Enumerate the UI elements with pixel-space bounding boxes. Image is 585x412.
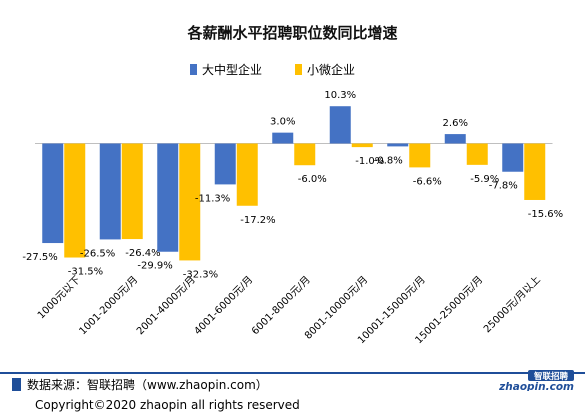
legend-label-large-enterprise: 大中型企业 xyxy=(202,63,263,77)
x-tick-label: 2001-4000元/月 xyxy=(134,274,198,338)
data-source-text: 数据来源：智联招聘（www.zhaopin.com） xyxy=(27,378,268,392)
bar-large-enterprise xyxy=(214,143,236,185)
legend-swatch-small-enterprise xyxy=(295,64,302,75)
bar-large-enterprise xyxy=(272,132,294,144)
bar-large-enterprise xyxy=(387,143,409,147)
bar-large-enterprise xyxy=(444,134,466,144)
data-label-large-enterprise: 10.3% xyxy=(324,90,356,101)
zhaopin-logo: 智联招聘 zhaopin.com xyxy=(498,370,574,391)
legend-swatch-large-enterprise xyxy=(190,64,197,75)
bar-small-enterprise xyxy=(236,143,258,206)
bar-small-enterprise xyxy=(64,143,86,258)
x-tick-label: 1000元以下 xyxy=(36,274,83,321)
data-label-small-enterprise: -5.9% xyxy=(470,174,499,185)
data-label-small-enterprise: -15.6% xyxy=(528,209,563,220)
legend-label-small-enterprise: 小微企业 xyxy=(307,63,356,77)
data-label-large-enterprise: -7.8% xyxy=(489,181,518,192)
logo-mark-text: 智联招聘 xyxy=(533,371,569,382)
bar-small-enterprise xyxy=(466,143,488,165)
data-source-note: 数据来源：智联招聘（www.zhaopin.com） xyxy=(12,376,268,393)
bar-chart-plot: -27.5% -31.5%1000元以下 -26.5% -26.4% 1001-2000… xyxy=(22,90,563,346)
x-tick-label: 8001-10000元/月 xyxy=(302,274,370,342)
data-label-small-enterprise: -6.6% xyxy=(413,176,442,187)
data-label-large-enterprise: -0.8% xyxy=(374,155,403,166)
bar-large-enterprise xyxy=(42,143,64,244)
bar-small-enterprise xyxy=(179,143,201,261)
data-label-small-enterprise: -31.5% xyxy=(68,267,103,278)
bar-small-enterprise xyxy=(524,143,546,200)
data-label-small-enterprise: -1.0% xyxy=(355,156,384,167)
bar-small-enterprise xyxy=(351,143,373,148)
bar-large-enterprise xyxy=(99,143,121,240)
footer-divider xyxy=(0,372,585,374)
copyright-text: Copyright©2020 zhaopin all rights reserv… xyxy=(35,398,300,412)
data-label-small-enterprise: -6.0% xyxy=(298,174,327,185)
data-label-large-enterprise: -29.9% xyxy=(137,261,172,272)
bar-large-enterprise xyxy=(329,106,351,144)
legend-item-large-enterprise: 大中型企业 xyxy=(190,61,262,78)
data-label-large-enterprise: -26.5% xyxy=(80,248,115,259)
data-label-small-enterprise: -26.4% xyxy=(125,248,160,259)
x-tick-label: 6001-8000元/月 xyxy=(249,274,313,338)
bar-small-enterprise xyxy=(121,143,143,240)
bar-small-enterprise xyxy=(409,143,431,168)
logo-badge xyxy=(528,370,574,381)
logo-text: zhaopin.com xyxy=(498,381,574,391)
x-tick-label: 4001-6000元/月 xyxy=(192,274,256,338)
x-tick-label: 1001-2000元/月 xyxy=(77,274,141,338)
bar-small-enterprise xyxy=(294,143,316,166)
bar-large-enterprise xyxy=(502,143,524,172)
data-label-large-enterprise: -27.5% xyxy=(22,252,57,263)
x-tick-label: 25000元/月以上 xyxy=(481,274,543,336)
data-label-large-enterprise: 2.6% xyxy=(443,118,468,129)
data-label-small-enterprise: -17.2% xyxy=(240,215,275,226)
source-marker-icon xyxy=(12,378,21,391)
bar-large-enterprise xyxy=(157,143,179,252)
chart-title: 各薪酬水平招聘职位数同比增速 xyxy=(187,24,398,42)
legend-item-small-enterprise: 小微企业 xyxy=(295,61,355,78)
data-label-large-enterprise: 3.0% xyxy=(270,117,295,128)
data-label-large-enterprise: -11.3% xyxy=(195,193,230,204)
data-label-small-enterprise: -32.3% xyxy=(183,269,218,280)
